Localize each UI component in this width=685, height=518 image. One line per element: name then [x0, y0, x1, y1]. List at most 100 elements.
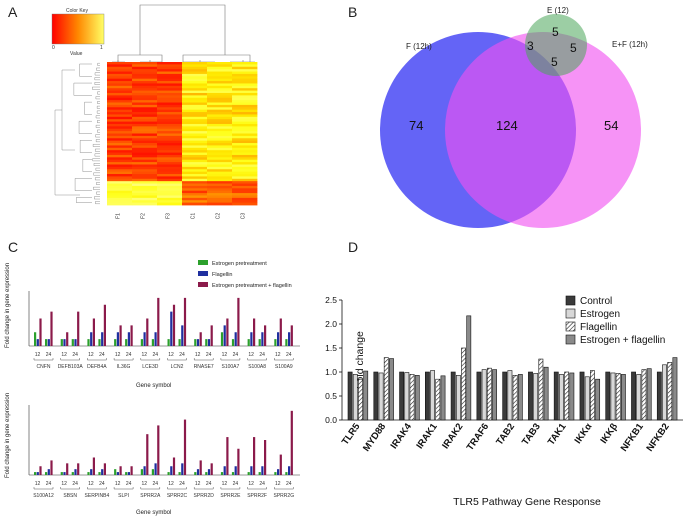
- c-bar: [143, 466, 146, 475]
- c-bar: [264, 440, 267, 475]
- heatmap-cell: [182, 193, 208, 196]
- c-bar: [226, 437, 229, 475]
- c-bar: [247, 472, 250, 475]
- c-time-label: 24: [233, 481, 239, 487]
- color-key-gradient: [51, 13, 105, 45]
- legend-swatch-estrogen-flagellin: [198, 282, 208, 287]
- heatmap-cell: [132, 195, 158, 199]
- c-bar: [250, 332, 253, 346]
- heatmap-cell: [157, 169, 183, 173]
- c-bar: [274, 339, 277, 346]
- heatmap-column-label: C1: [191, 213, 197, 220]
- c-bar: [196, 469, 200, 475]
- heatmap-cell: [182, 200, 208, 204]
- c-bar: [119, 325, 122, 346]
- heatmap-cell: [132, 114, 158, 118]
- color-key-title: Color Key: [66, 8, 88, 14]
- heatmap-cell: [207, 190, 233, 194]
- heatmap-cell: [207, 159, 233, 163]
- c-time-label: 24: [46, 481, 52, 487]
- heatmap-cell: [232, 88, 258, 91]
- heatmap-cell: [182, 202, 208, 206]
- heatmap-cell: [182, 109, 208, 113]
- heatmap-cell: [107, 121, 133, 125]
- d-bar: [461, 347, 466, 421]
- heatmap-cell: [207, 200, 233, 204]
- c-bar: [63, 339, 66, 346]
- c-bracket: [113, 358, 134, 361]
- heatmap-cell: [182, 116, 208, 120]
- d-bar: [646, 368, 652, 421]
- heatmap-cell: [182, 140, 208, 144]
- c-bar: [90, 469, 93, 475]
- d-bar: [466, 315, 472, 421]
- heatmap-cell: [107, 83, 133, 87]
- heatmap-cell: [232, 114, 258, 118]
- heatmap-cell: [157, 185, 183, 189]
- heatmap-cell: [182, 188, 208, 192]
- panel-d: D Fold change 0.00.51.01.52.02.5TLR5MYD8…: [325, 239, 683, 508]
- c-bar: [63, 472, 66, 475]
- heatmap-cell: [132, 164, 158, 168]
- heatmap-cell: [207, 123, 233, 127]
- c-bar: [234, 466, 237, 475]
- c-bar: [60, 339, 63, 346]
- c-bar: [74, 339, 77, 346]
- heatmap-cell: [182, 166, 208, 170]
- heatmap-cell: [182, 183, 208, 187]
- venn-count-f-only: 74: [409, 118, 423, 133]
- heatmap-cell: [157, 126, 183, 130]
- c-gene-label: S100A12: [33, 493, 54, 499]
- heatmap-cell: [107, 116, 133, 120]
- c-bar: [151, 469, 154, 475]
- heatmap-cell: [132, 140, 158, 144]
- d-bar: [533, 373, 539, 421]
- venn-label-ef: E+F (12h): [612, 40, 648, 49]
- heatmap-cell: [107, 162, 133, 165]
- d-bar: [507, 370, 513, 421]
- heatmap-cell: [182, 114, 208, 118]
- heatmap-cell: [182, 112, 208, 115]
- heatmap-cell: [157, 104, 183, 108]
- heatmap-cell: [182, 83, 208, 87]
- heatmap-cell: [157, 174, 183, 177]
- c-time-label: 12: [88, 481, 94, 487]
- heatmap-cell: [182, 92, 208, 96]
- c-bar: [77, 311, 80, 346]
- heatmap-cell: [232, 83, 258, 87]
- heatmap-cell: [157, 121, 183, 125]
- heatmap-cell: [182, 135, 208, 139]
- heatmap-cell: [107, 107, 133, 111]
- d-y-tick-label: 0.0: [325, 415, 337, 425]
- heatmap-cell: [182, 128, 208, 132]
- panel-d-letter: D: [348, 239, 358, 255]
- c-bar: [98, 472, 101, 475]
- d-bar: [538, 358, 544, 421]
- heatmap-cell: [207, 143, 233, 146]
- c-gene-label: DEFB103A: [58, 364, 84, 370]
- c-time-label: 12: [115, 481, 121, 487]
- heatmap-cell: [207, 185, 233, 189]
- heatmap-cell: [132, 76, 158, 80]
- c-time-label: 24: [206, 352, 212, 358]
- heatmap-cell: [157, 64, 183, 68]
- c-bar: [90, 332, 93, 346]
- panel-c-legend: Estrogen pretreatment Flagellin Estrogen…: [198, 260, 292, 289]
- heatmap-cell: [132, 83, 158, 87]
- heatmap-cell: [207, 183, 233, 187]
- heatmap-cell: [232, 181, 258, 184]
- d-category-label: NFKB2: [645, 421, 672, 453]
- c-bar: [60, 472, 63, 475]
- heatmap-cell: [157, 112, 183, 115]
- c-bar: [288, 466, 291, 475]
- heatmap-cell: [132, 78, 158, 82]
- c-time-label: 24: [259, 481, 265, 487]
- d-bar: [590, 370, 595, 421]
- c-bar: [210, 325, 213, 346]
- c-gene-label: S100A8: [248, 364, 266, 370]
- c-time-label: 24: [46, 352, 52, 358]
- c-bar: [261, 466, 264, 475]
- heatmap-cell: [107, 195, 133, 199]
- heatmap: [107, 62, 258, 206]
- heatmap-cell: [157, 195, 183, 199]
